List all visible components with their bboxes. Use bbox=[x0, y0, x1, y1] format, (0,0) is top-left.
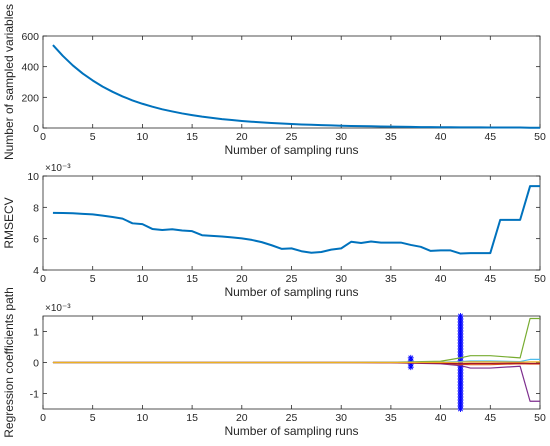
x-tick-label: 20 bbox=[236, 273, 248, 285]
y-tick-label: 0 bbox=[33, 123, 39, 135]
y-tick-label: 10 bbox=[27, 171, 39, 183]
x-tick-label: 15 bbox=[186, 273, 198, 285]
series-line bbox=[52, 185, 540, 255]
x-tick-label: 0 bbox=[40, 412, 46, 424]
y-tick-label: 600 bbox=[21, 31, 39, 43]
y-tick-label: 1 bbox=[33, 327, 39, 339]
x-tick-label: 50 bbox=[534, 412, 546, 424]
x-axis-label: Number of sampling runs bbox=[224, 424, 358, 438]
y-axis-label: RMSECV bbox=[2, 197, 16, 248]
x-tick-label: 15 bbox=[186, 131, 198, 143]
y-axis-label: Regression coefficients path bbox=[2, 287, 16, 438]
x-tick-label: 5 bbox=[90, 273, 96, 285]
x-tick-label: 40 bbox=[435, 131, 447, 143]
y-tick-label: 8 bbox=[33, 202, 39, 214]
x-tick-label: 45 bbox=[484, 412, 496, 424]
series-line bbox=[52, 361, 540, 364]
y-exponent-label: ×10⁻³ bbox=[45, 163, 71, 174]
x-tick-label: 10 bbox=[137, 131, 149, 143]
marker-star bbox=[407, 354, 414, 361]
x-tick-label: 30 bbox=[335, 273, 347, 285]
x-axis-label: Number of sampling runs bbox=[224, 143, 358, 157]
series-line bbox=[52, 361, 540, 402]
x-tick-label: 10 bbox=[137, 412, 149, 424]
marker-star bbox=[457, 406, 464, 412]
x-tick-label: 45 bbox=[484, 273, 496, 285]
y-tick-label: -1 bbox=[30, 389, 39, 401]
x-tick-label: 50 bbox=[534, 131, 546, 143]
marker-star bbox=[407, 364, 414, 371]
x-tick-label: 35 bbox=[385, 273, 397, 285]
axes-box bbox=[42, 175, 541, 271]
x-tick-label: 25 bbox=[286, 131, 298, 143]
y-axis-label: Number of sampled variables bbox=[2, 4, 16, 160]
series-line bbox=[52, 317, 540, 364]
x-tick-label: 50 bbox=[534, 273, 546, 285]
x-tick-label: 40 bbox=[435, 412, 447, 424]
x-tick-label: 40 bbox=[435, 273, 447, 285]
marker-star bbox=[407, 357, 414, 364]
y-tick-label: 200 bbox=[21, 92, 39, 104]
x-tick-label: 25 bbox=[286, 273, 298, 285]
axes-box bbox=[42, 35, 541, 129]
y-tick-label: 4 bbox=[33, 265, 39, 277]
x-tick-label: 10 bbox=[137, 273, 149, 285]
y-tick-label: 6 bbox=[33, 234, 39, 246]
x-tick-label: 5 bbox=[90, 412, 96, 424]
series-line bbox=[52, 44, 540, 129]
x-axis-label: Number of sampling runs bbox=[224, 285, 358, 299]
x-tick-label: 5 bbox=[90, 131, 96, 143]
marker-star bbox=[407, 361, 414, 368]
x-tick-label: 0 bbox=[40, 131, 46, 143]
y-tick-label: 0 bbox=[33, 358, 39, 370]
x-tick-label: 45 bbox=[484, 131, 496, 143]
x-tick-label: 0 bbox=[40, 273, 46, 285]
x-tick-label: 20 bbox=[236, 412, 248, 424]
x-tick-label: 30 bbox=[335, 131, 347, 143]
y-exponent-label: ×10⁻³ bbox=[45, 303, 71, 314]
x-tick-label: 20 bbox=[236, 131, 248, 143]
x-tick-label: 30 bbox=[335, 412, 347, 424]
x-tick-label: 35 bbox=[385, 412, 397, 424]
x-tick-label: 35 bbox=[385, 131, 397, 143]
x-tick-label: 25 bbox=[286, 412, 298, 424]
y-tick-label: 400 bbox=[21, 62, 39, 74]
x-tick-label: 15 bbox=[186, 412, 198, 424]
